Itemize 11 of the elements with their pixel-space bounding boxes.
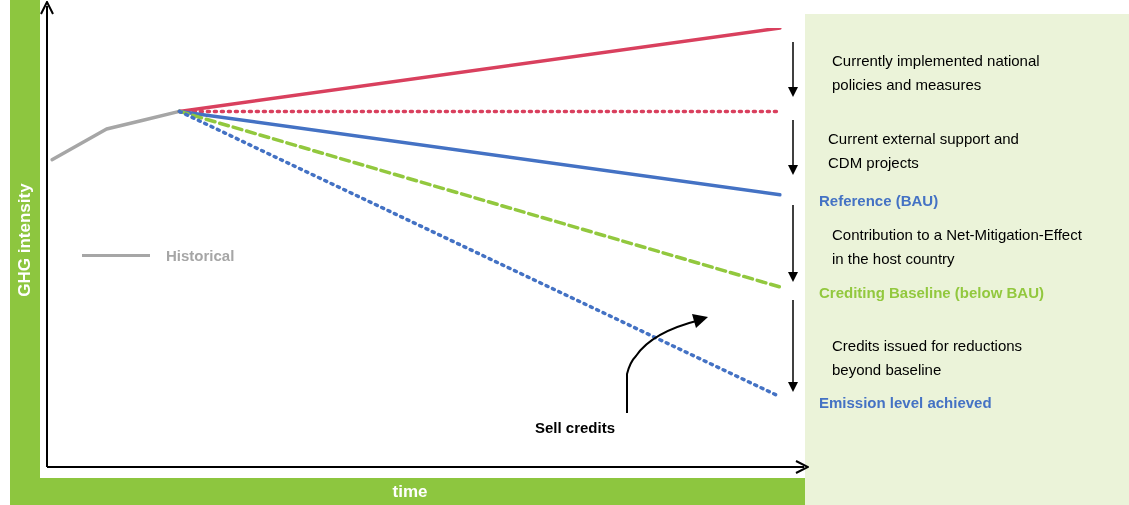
x-axis-title: time (392, 482, 428, 502)
text: Currently implemented national policies and measures (832, 51, 1041, 95)
text: Credits issued for reductions beyond baseline (832, 336, 1024, 380)
y-axis-title: GHG intensity (15, 183, 35, 297)
text: Contribution to a Net-Mitigation-Effect in the host country (832, 225, 1082, 269)
text: Crediting Baseline (below BAU) (819, 283, 1045, 301)
text: Reference (BAU) (819, 191, 939, 209)
annotation: Sell credits (533, 418, 616, 438)
text: Emission level achieved (819, 393, 992, 411)
text: Current external support and CDM projects (828, 129, 1020, 173)
legend-label: Historical (166, 247, 235, 264)
